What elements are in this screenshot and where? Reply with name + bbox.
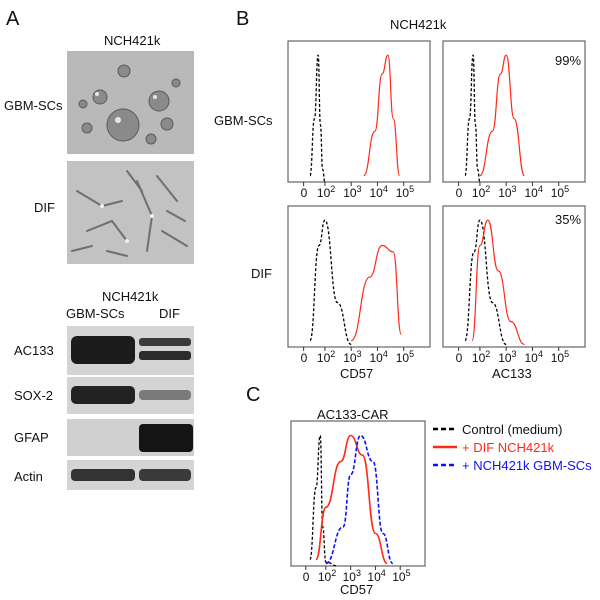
panel-letter-b: B <box>236 8 250 30</box>
plot-3-frame <box>287 205 431 348</box>
plot-5-tick-label: 0 <box>303 570 310 584</box>
row-label-gbm: GBM-SCs <box>4 98 63 113</box>
micrograph-gbm-scs <box>67 51 194 154</box>
plot-1-series <box>309 54 326 183</box>
blot-row-gfap: GFAP <box>14 430 49 445</box>
plot-2-tick-label: 0 <box>456 186 463 200</box>
plot-4-tick-label: 102 <box>472 349 490 365</box>
legend-item-control: Control (medium) <box>432 420 600 438</box>
blot-title: NCH421k <box>102 289 159 304</box>
legend-item-gbm: + NCH421k GBM-SCs <box>432 456 600 474</box>
panel-letter-a: A <box>6 8 20 30</box>
plot-5-tick-label: 103 <box>343 568 361 584</box>
micrograph-dif <box>67 161 194 264</box>
panel-b-row-dif: DIF <box>251 266 272 281</box>
blot-column-gbm: GBM-SCs <box>66 306 125 321</box>
blot-strip-sox2 <box>67 377 194 414</box>
legend: Control (medium) + DIF NCH421k + NCH421k… <box>432 420 600 474</box>
plot-4-series <box>464 219 507 346</box>
plot-3-tick-label: 102 <box>317 349 335 365</box>
panel-c-title: AC133-CAR <box>317 407 389 422</box>
plot-2-tick-label: 105 <box>551 184 569 200</box>
micrograph-title: NCH421k <box>104 33 161 48</box>
plot-5-frame <box>290 420 426 567</box>
plot-4-series <box>471 219 525 346</box>
plot-3-tick-label: 105 <box>396 349 414 365</box>
plot-5-series <box>315 434 388 565</box>
plot-2-series <box>479 54 526 177</box>
blot-strip-actin <box>67 460 194 490</box>
blot-strip-gfap <box>67 419 194 456</box>
panel-c-x-label: CD57 <box>340 582 374 597</box>
percent-35: 35% <box>555 212 582 227</box>
legend-item-dif: + DIF NCH421k <box>432 438 600 456</box>
blot-row-sox2: SOX-2 <box>14 388 54 403</box>
plot-2-frame <box>442 40 586 183</box>
legend-label-dif: + DIF NCH421k <box>462 439 555 455</box>
blot-row-actin: Actin <box>14 469 43 484</box>
plot-1-tick-label: 105 <box>396 184 414 200</box>
plot-5-tick-label: 102 <box>318 568 336 584</box>
plot-1-tick-label: 104 <box>369 184 387 200</box>
plot-4-tick-label: 103 <box>498 349 516 365</box>
plot-1-tick-label: 102 <box>317 184 335 200</box>
plot-5-tick-label: 105 <box>392 568 410 584</box>
plot-1-frame <box>287 40 431 183</box>
x-label-ac133: AC133 <box>492 366 532 381</box>
panel-letter-c: C <box>246 384 261 406</box>
plot-4-tick-label: 104 <box>524 349 542 365</box>
plot-2-tick-label: 103 <box>498 184 516 200</box>
differentiated-cells-image <box>67 161 194 264</box>
blot-row-ac133: AC133 <box>14 343 54 358</box>
plot-5-series <box>325 434 394 565</box>
row-label-dif: DIF <box>34 200 55 215</box>
x-label-cd57: CD57 <box>340 366 374 381</box>
legend-label-control: Control (medium) <box>462 421 563 437</box>
panel-b-title: NCH421k <box>390 17 447 32</box>
plot-4-tick-label: 0 <box>456 351 463 365</box>
plot-2-tick-label: 102 <box>472 184 490 200</box>
percent-99: 99% <box>555 53 582 68</box>
plot-3-series <box>350 244 402 342</box>
blot-strip-ac133 <box>67 326 194 375</box>
plot-2-tick-label: 104 <box>524 184 542 200</box>
plot-3-tick-label: 103 <box>343 349 361 365</box>
plot-2-series <box>464 54 481 183</box>
plot-4-frame <box>442 205 586 348</box>
legend-label-gbm: + NCH421k GBM-SCs <box>462 457 592 473</box>
plot-1-series <box>363 54 401 177</box>
plot-1-tick-label: 103 <box>343 184 361 200</box>
plot-3-tick-label: 104 <box>369 349 387 365</box>
plot-5-tick-label: 104 <box>367 568 385 584</box>
plot-3-series <box>309 219 352 346</box>
blot-column-dif: DIF <box>159 306 180 321</box>
plot-1-tick-label: 0 <box>301 186 308 200</box>
panel-b-row-gbm: GBM-SCs <box>214 113 273 128</box>
spheres-image <box>67 51 194 154</box>
plot-4-tick-label: 105 <box>551 349 569 365</box>
plot-5-series <box>309 434 338 567</box>
plot-3-tick-label: 0 <box>301 351 308 365</box>
